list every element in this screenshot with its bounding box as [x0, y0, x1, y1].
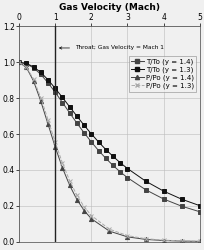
P/Po (y = 1.3)	[75, 194, 78, 197]
P/Po (y = 1.3)	[162, 239, 164, 242]
P/Po (y = 1.3)	[25, 65, 27, 68]
T/To (y = 1.4)	[25, 62, 27, 65]
P/Po (y = 1.4)	[75, 198, 78, 201]
T/To (y = 1.4)	[104, 157, 106, 160]
T/To (y = 1.3)	[104, 148, 106, 151]
P/Po (y = 1.3)	[108, 228, 110, 231]
P/Po (y = 1.4)	[18, 61, 20, 64]
T/To (y = 1.4)	[198, 210, 200, 213]
T/To (y = 1.4)	[111, 164, 114, 167]
P/Po (y = 1.4)	[144, 238, 146, 241]
P/Po (y = 1.3)	[54, 141, 56, 144]
P/Po (y = 1.4)	[82, 209, 85, 212]
Title: Gas Velocity (Mach): Gas Velocity (Mach)	[59, 3, 159, 12]
P/Po (y = 1.4)	[32, 80, 35, 82]
P/Po (y = 1.4)	[126, 236, 128, 238]
P/Po (y = 1.3)	[47, 118, 49, 121]
P/Po (y = 1.3)	[82, 205, 85, 208]
P/Po (y = 1.4)	[54, 146, 56, 148]
Line: P/Po (y = 1.3): P/Po (y = 1.3)	[17, 60, 201, 244]
Line: P/Po (y = 1.4): P/Po (y = 1.4)	[17, 60, 201, 244]
P/Po (y = 1.4)	[25, 66, 27, 69]
T/To (y = 1.4)	[75, 122, 78, 125]
P/Po (y = 1.3)	[39, 96, 42, 99]
T/To (y = 1.4)	[180, 205, 182, 208]
Line: T/To (y = 1.4): T/To (y = 1.4)	[17, 60, 201, 214]
T/To (y = 1.3)	[144, 180, 146, 182]
P/Po (y = 1.4)	[180, 240, 182, 242]
T/To (y = 1.3)	[68, 105, 71, 108]
P/Po (y = 1.3)	[126, 234, 128, 237]
P/Po (y = 1.4)	[68, 184, 71, 187]
P/Po (y = 1.3)	[18, 61, 20, 64]
P/Po (y = 1.4)	[47, 122, 49, 126]
P/Po (y = 1.3)	[90, 214, 92, 217]
T/To (y = 1.3)	[198, 204, 200, 207]
T/To (y = 1.3)	[75, 115, 78, 118]
T/To (y = 1.4)	[61, 101, 63, 104]
T/To (y = 1.3)	[54, 87, 56, 90]
T/To (y = 1.3)	[97, 140, 99, 143]
P/Po (y = 1.4)	[162, 239, 164, 242]
T/To (y = 1.3)	[82, 124, 85, 127]
Line: T/To (y = 1.3): T/To (y = 1.3)	[17, 60, 201, 208]
T/To (y = 1.4)	[82, 131, 85, 134]
P/Po (y = 1.3)	[198, 240, 200, 243]
T/To (y = 1.4)	[54, 91, 56, 94]
T/To (y = 1.3)	[47, 78, 49, 81]
T/To (y = 1.3)	[119, 161, 121, 164]
T/To (y = 1.3)	[126, 167, 128, 170]
T/To (y = 1.3)	[162, 190, 164, 193]
T/To (y = 1.3)	[39, 71, 42, 74]
T/To (y = 1.4)	[47, 81, 49, 84]
T/To (y = 1.4)	[162, 198, 164, 200]
P/Po (y = 1.4)	[198, 240, 200, 243]
T/To (y = 1.3)	[32, 65, 35, 68]
T/To (y = 1.3)	[61, 96, 63, 99]
P/Po (y = 1.3)	[32, 78, 35, 81]
P/Po (y = 1.4)	[90, 217, 92, 220]
T/To (y = 1.3)	[25, 62, 27, 65]
Text: Throat; Gas Velocity = Mach 1: Throat; Gas Velocity = Mach 1	[59, 46, 163, 51]
T/To (y = 1.3)	[180, 198, 182, 201]
T/To (y = 1.4)	[119, 170, 121, 173]
T/To (y = 1.3)	[18, 61, 20, 64]
T/To (y = 1.4)	[32, 66, 35, 70]
P/Po (y = 1.4)	[61, 166, 63, 169]
T/To (y = 1.4)	[39, 73, 42, 76]
T/To (y = 1.4)	[18, 61, 20, 64]
T/To (y = 1.3)	[90, 132, 92, 136]
T/To (y = 1.4)	[126, 176, 128, 179]
P/Po (y = 1.3)	[180, 240, 182, 242]
P/Po (y = 1.4)	[39, 100, 42, 102]
P/Po (y = 1.4)	[108, 230, 110, 233]
T/To (y = 1.4)	[144, 188, 146, 191]
P/Po (y = 1.3)	[61, 162, 63, 164]
T/To (y = 1.3)	[111, 155, 114, 158]
P/Po (y = 1.3)	[144, 237, 146, 240]
Legend: T/To (y = 1.4), T/To (y = 1.3), P/Po (y = 1.4), P/Po (y = 1.3): T/To (y = 1.4), T/To (y = 1.3), P/Po (y …	[128, 56, 195, 92]
T/To (y = 1.4)	[68, 112, 71, 114]
T/To (y = 1.4)	[97, 149, 99, 152]
P/Po (y = 1.3)	[68, 179, 71, 182]
T/To (y = 1.4)	[90, 140, 92, 143]
